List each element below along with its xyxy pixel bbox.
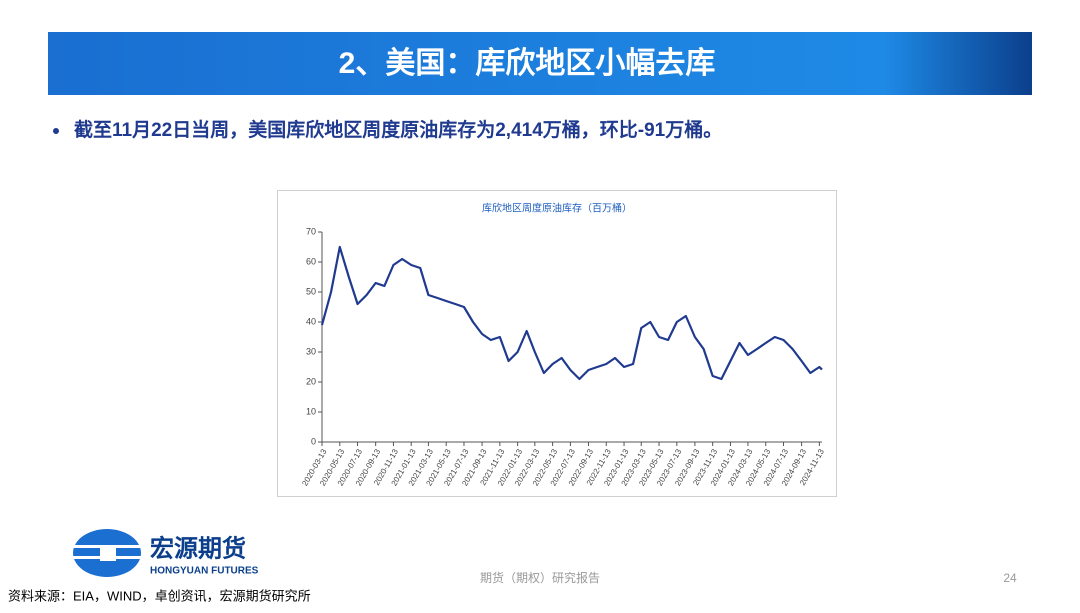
y-tick-label: 40 — [306, 316, 316, 326]
chart-title: 库欣地区周度原油库存（百万桶） — [482, 202, 632, 215]
y-tick-label: 30 — [306, 346, 316, 356]
y-tick-label: 20 — [306, 376, 316, 386]
data-line — [320, 245, 823, 381]
y-tick-label: 50 — [306, 286, 316, 296]
source: 资料来源：EIA，WIND，卓创资讯，宏源期货研究所 — [8, 588, 311, 603]
heading: 2、美国：库欣地区小幅去库 — [339, 46, 716, 80]
bullet-dot — [53, 128, 59, 134]
bullet-text: 截至11月22日当周，美国库欣地区周度原油库存为2,414万桶，环比-91万桶。 — [74, 118, 722, 141]
logo-en: HONGYUAN FUTURES — [150, 566, 259, 577]
logo: 宏源期货 HONGYUAN FUTURES — [73, 529, 259, 577]
header-band — [48, 32, 1032, 95]
y-tick-label: 70 — [306, 226, 316, 236]
y-tick-label: 10 — [306, 406, 316, 416]
footer: 期货（期权）研究报告 — [480, 570, 600, 585]
logo-square — [100, 545, 116, 561]
logo-cn: 宏源期货 — [150, 534, 246, 562]
page-number: 24 — [1003, 571, 1017, 585]
y-tick-label: 0 — [311, 436, 316, 446]
y-tick-label: 60 — [306, 256, 316, 266]
chart-frame — [277, 190, 837, 497]
